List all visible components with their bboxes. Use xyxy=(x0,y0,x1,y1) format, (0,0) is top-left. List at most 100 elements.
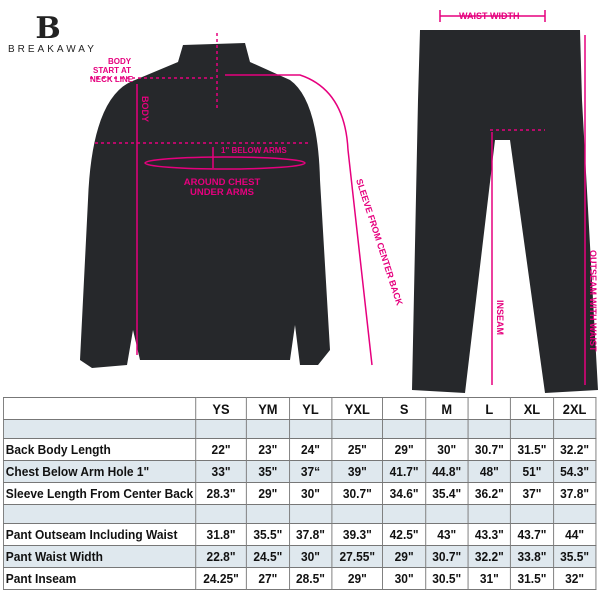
table-cell: 32.2" xyxy=(552,438,597,461)
table-cell: 30" xyxy=(382,567,426,590)
table-cell: 48" xyxy=(467,460,512,483)
row-label: Back Body Length xyxy=(3,438,196,461)
size-header-2xl: 2XL xyxy=(552,397,597,420)
table-cell: 35.4" xyxy=(424,482,469,505)
row-label: Chest Below Arm Hole 1" xyxy=(3,460,196,483)
table-cell: 30.5" xyxy=(424,567,469,590)
row-label xyxy=(3,504,196,524)
table-cell: 30" xyxy=(424,438,469,461)
table-cell: 28.3" xyxy=(195,482,248,505)
table-cell: 30" xyxy=(288,482,333,505)
table-row: Back Body Length 22" 23" 24" 25" 29" 30" 30.7" 3… xyxy=(3,438,597,461)
table-cell: 44" xyxy=(552,523,597,546)
table-cell: 24.5" xyxy=(246,545,290,568)
table-cell: 29" xyxy=(331,567,384,590)
size-header-s: S xyxy=(382,397,426,420)
table-cell xyxy=(552,419,597,439)
table-cell: 43" xyxy=(424,523,469,546)
table-cell: 28.5" xyxy=(288,567,333,590)
jacket-shape xyxy=(80,43,330,368)
table-cell xyxy=(552,504,597,524)
label-body-start-1: BODY xyxy=(108,57,132,66)
table-cell: 42.5" xyxy=(382,523,426,546)
table-row: Sleeve Length From Center Back 28.3" 29" 30… xyxy=(3,482,597,505)
table-cell: 31.8" xyxy=(195,523,248,546)
table-cell: 23" xyxy=(246,438,290,461)
table-cell: 27.55" xyxy=(331,545,384,568)
label-below-arms: 1" BELOW ARMS xyxy=(221,146,287,155)
table-cell xyxy=(331,504,384,524)
table-cell: 37" xyxy=(510,482,554,505)
table-cell xyxy=(510,504,554,524)
table-cell xyxy=(195,419,248,439)
table-cell xyxy=(382,504,426,524)
row-label: Sleeve Length From Center Back xyxy=(3,482,196,505)
size-header-yxl: YXL xyxy=(331,397,384,420)
table-cell: 51" xyxy=(510,460,554,483)
table-cell: 35.5" xyxy=(246,523,290,546)
label-body: BODY xyxy=(140,96,150,122)
size-header-m: M xyxy=(424,397,469,420)
table-cell xyxy=(246,504,290,524)
table-cell: 39.3" xyxy=(331,523,384,546)
label-waist-width: WAIST WIDTH xyxy=(459,11,520,21)
table-cell: 25" xyxy=(331,438,384,461)
table-row: Chest Below Arm Hole 1" 33" 35" 37“ 39" 41.7"… xyxy=(3,460,597,483)
table-cell xyxy=(195,504,248,524)
table-cell: 24" xyxy=(288,438,333,461)
table-cell: 37.8" xyxy=(288,523,333,546)
table-cell xyxy=(467,504,512,524)
brand-logo: B BREAKAWAY xyxy=(8,11,94,56)
table-row xyxy=(3,504,597,524)
table-cell: 37.8" xyxy=(552,482,597,505)
table-cell: 29" xyxy=(382,545,426,568)
table-cell: 30.7" xyxy=(331,482,384,505)
logo-mark: B xyxy=(35,11,61,46)
table-cell xyxy=(288,504,333,524)
table-cell: 31.5" xyxy=(510,567,554,590)
table-cell: 30.7" xyxy=(424,545,469,568)
table-cell: 22.8" xyxy=(195,545,248,568)
table-cell: 32.2" xyxy=(467,545,512,568)
row-label: Pant Waist Width xyxy=(3,545,196,568)
table-cell: 44.8" xyxy=(424,460,469,483)
size-header-ym: YM xyxy=(246,397,290,420)
table-cell xyxy=(246,419,290,439)
table-cell: 34.6" xyxy=(382,482,426,505)
table-cell: 33.8" xyxy=(510,545,554,568)
table-cell: 39" xyxy=(331,460,384,483)
garment-illustration: BODY START AT NECK LINE BODY 1" BELOW ARMS… xyxy=(80,10,598,393)
size-header-l: L xyxy=(467,397,512,420)
table-cell xyxy=(510,419,554,439)
table-cell: 36.2" xyxy=(467,482,512,505)
pants-shape xyxy=(412,30,598,393)
table-row: Pant Inseam 24.25" 27" 28.5" 29" 30" 30.5" 31" 3… xyxy=(3,567,597,590)
table-cell: 29" xyxy=(246,482,290,505)
table-cell xyxy=(382,419,426,439)
table-cell xyxy=(424,419,469,439)
row-label: Pant Outseam Including Waist xyxy=(3,523,196,546)
label-sleeve: SLEEVE FROM CENTER BACK xyxy=(354,178,405,308)
row-label xyxy=(3,419,196,439)
table-cell: 33" xyxy=(195,460,248,483)
label-around-chest-2: UNDER ARMS xyxy=(190,187,254,198)
table-cell: 24.25" xyxy=(195,567,248,590)
size-header-yl: YL xyxy=(288,397,333,420)
size-header-row: YS YM YL YXL S M L XL 2XL xyxy=(3,397,597,420)
table-cell: 35.5" xyxy=(552,545,597,568)
table-cell: 43.7" xyxy=(510,523,554,546)
size-chart-table: YS YM YL YXL S M L XL 2XL Back Body Length 22" 23"… xyxy=(3,397,597,590)
table-cell: 37“ xyxy=(288,460,333,483)
table-cell: 32" xyxy=(552,567,597,590)
table-row: Pant Waist Width 22.8" 24.5" 30" 27.55" 29" 30… xyxy=(3,545,597,568)
size-header-xl: XL xyxy=(510,397,554,420)
label-around-chest-1: AROUND CHEST xyxy=(184,177,261,188)
table-cell xyxy=(467,419,512,439)
table-cell: 30" xyxy=(288,545,333,568)
table-cell: 54.3" xyxy=(552,460,597,483)
label-body-start-2: START AT xyxy=(93,66,131,75)
table-cell: 43.3" xyxy=(467,523,512,546)
table-cell: 22" xyxy=(195,438,248,461)
